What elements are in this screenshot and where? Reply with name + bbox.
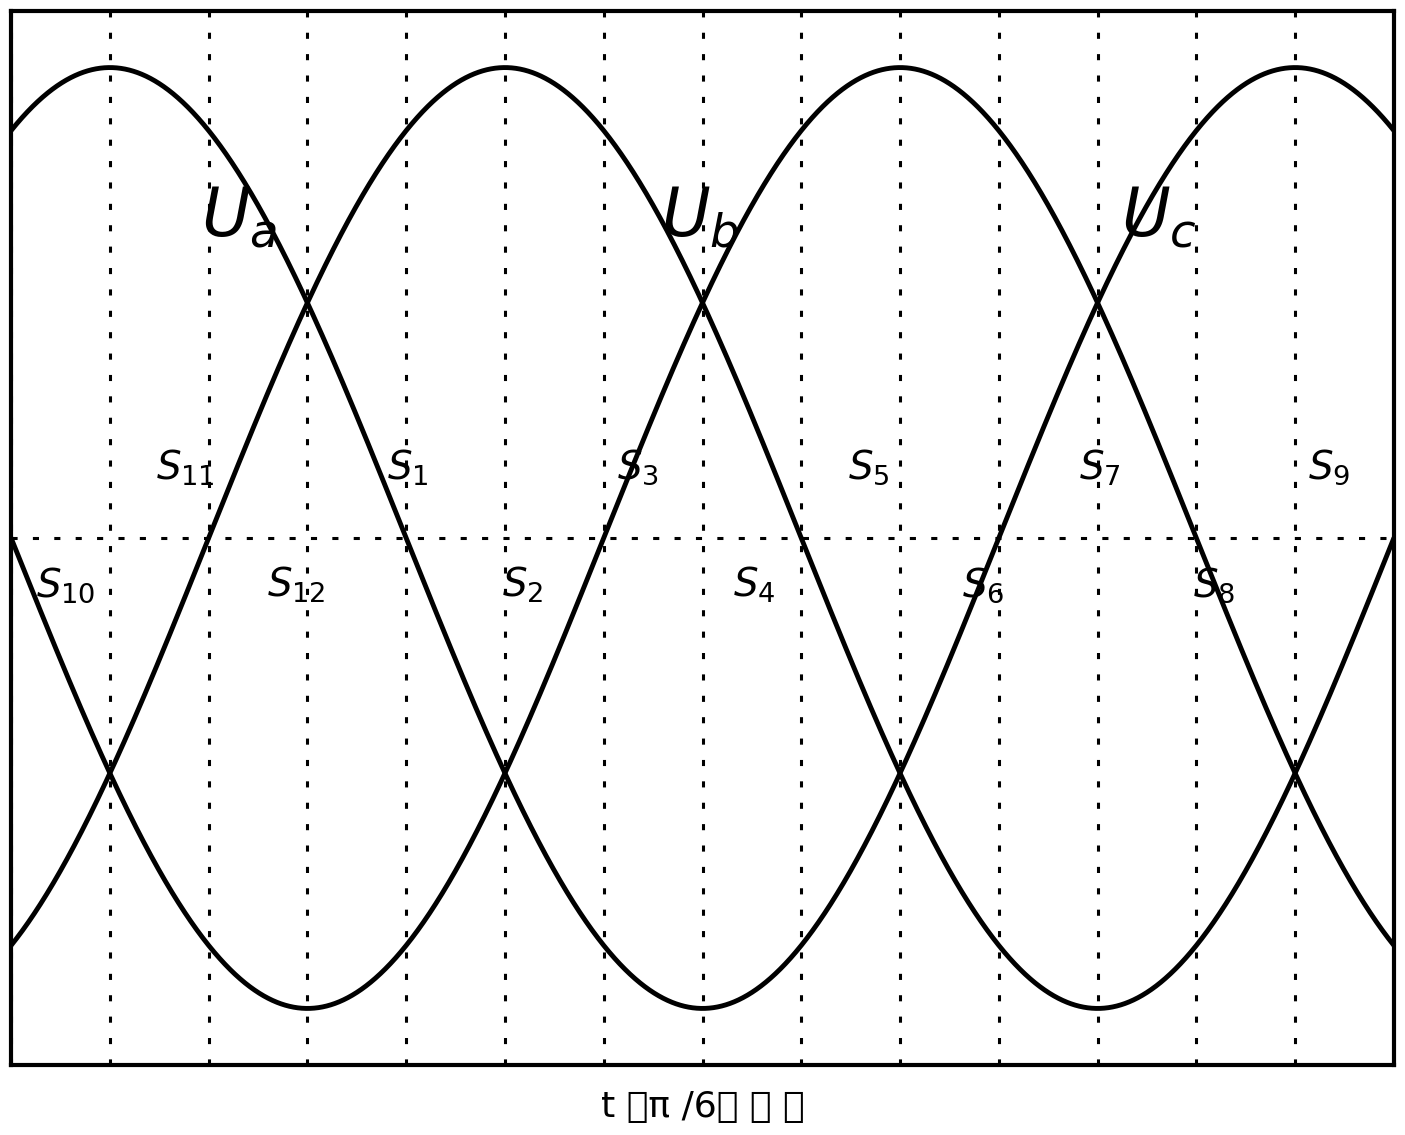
Text: $S_2$: $S_2$ [502,565,544,605]
Text: $U_c$: $U_c$ [1121,185,1197,251]
Text: $S_4$: $S_4$ [733,565,776,605]
Text: $U_b$: $U_b$ [660,185,739,251]
Text: $S_1$: $S_1$ [388,447,429,488]
Text: $S_9$: $S_9$ [1308,447,1350,487]
Text: $U_a$: $U_a$ [201,185,277,251]
Text: $S_8$: $S_8$ [1193,565,1235,605]
X-axis label: t （π /6每 格 ）: t （π /6每 格 ） [601,1090,804,1124]
Text: $S_3$: $S_3$ [617,447,659,487]
Text: $S_7$: $S_7$ [1079,447,1120,488]
Text: $S_{11}$: $S_{11}$ [156,447,215,488]
Text: $S_{12}$: $S_{12}$ [267,565,326,605]
Text: $S_{10}$: $S_{10}$ [37,565,96,605]
Text: $S_5$: $S_5$ [847,447,889,487]
Text: $S_6$: $S_6$ [962,565,1005,605]
